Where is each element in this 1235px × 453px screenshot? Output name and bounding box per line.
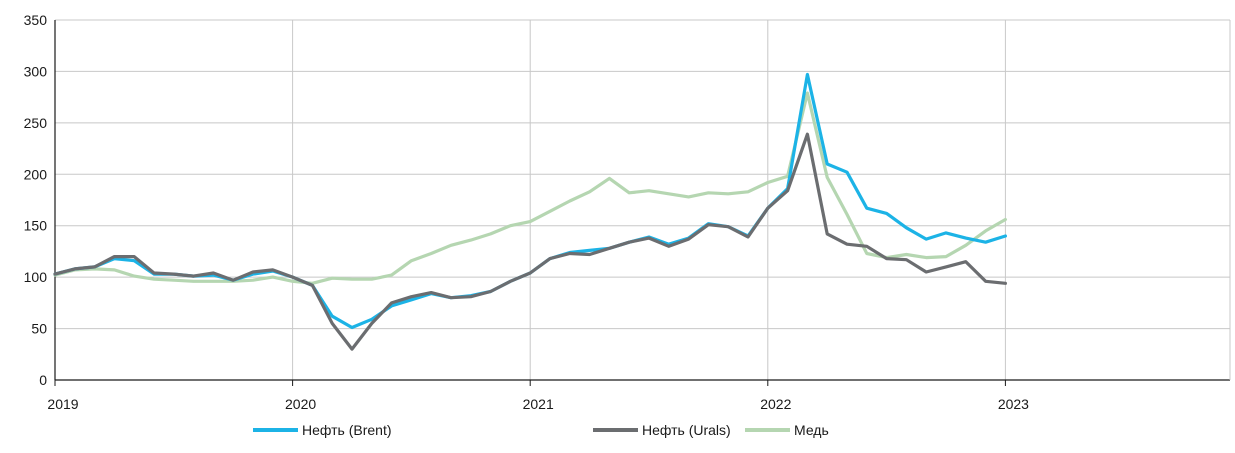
y-tick-label: 250 xyxy=(24,115,48,131)
y-tick-label: 100 xyxy=(24,269,48,285)
legend-label: Нефть (Urals) xyxy=(642,422,731,438)
x-tick-label: 2021 xyxy=(523,396,554,412)
y-tick-label: 300 xyxy=(24,63,48,79)
x-tick-label: 2022 xyxy=(760,396,791,412)
y-tick-label: 350 xyxy=(24,12,48,28)
y-tick-label: 50 xyxy=(31,321,47,337)
legend-label: Нефть (Brent) xyxy=(302,422,392,438)
y-tick-label: 0 xyxy=(39,372,47,388)
grid xyxy=(55,20,1230,380)
axes: 0 50 100 150 200 250 300 350 2019 2020 2021 2022 202… xyxy=(24,12,1230,412)
x-tick-label: 2020 xyxy=(285,396,316,412)
y-tick-label: 150 xyxy=(24,218,48,234)
x-tick-label: 2019 xyxy=(47,396,78,412)
legend: Нефть (Brent) Нефть (Urals) Медь xyxy=(253,422,829,438)
x-tick-label: 2023 xyxy=(998,396,1029,412)
y-tick-label: 200 xyxy=(24,166,48,182)
legend-label: Медь xyxy=(794,422,829,438)
